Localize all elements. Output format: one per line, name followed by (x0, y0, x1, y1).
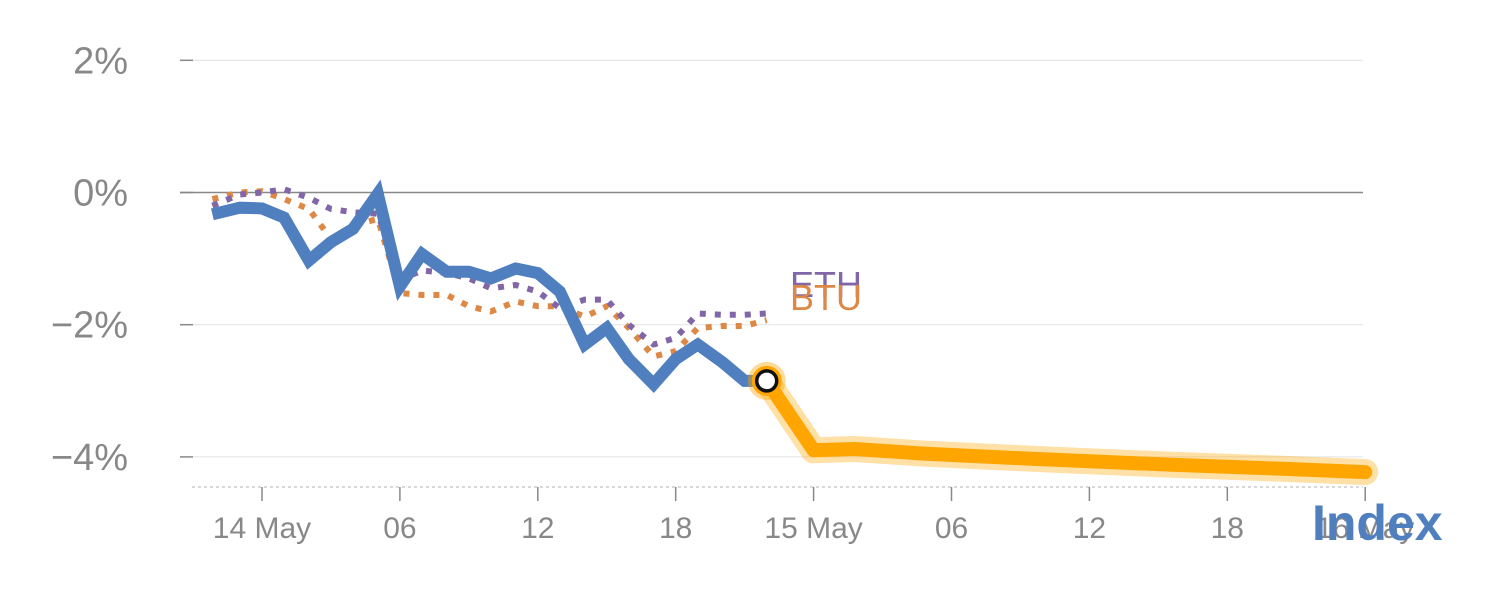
series-eth-line (211, 186, 767, 348)
y-axis: 2% 0% −2% −4% (51, 40, 193, 479)
x-tick-label: 06 (383, 512, 416, 545)
series-layer (210, 179, 1379, 486)
x-tick-label: 12 (521, 512, 554, 545)
x-tick-label: 15 May (764, 512, 862, 545)
y-tick-label: 0% (73, 173, 128, 215)
y-tick-label: −2% (51, 305, 128, 347)
marker-layer (747, 361, 786, 400)
y-tick-label: −4% (51, 437, 128, 479)
series-label-eth: ETH (790, 264, 862, 305)
series-label-index: Index (1312, 495, 1443, 551)
series-index-line (210, 179, 767, 393)
series-label-btu: BTU (790, 277, 862, 318)
x-tick-label: 18 (1211, 512, 1244, 545)
x-axis: 14 May 06 12 18 15 May 06 12 18 16 May (192, 486, 1414, 545)
series-btu-line (211, 188, 768, 360)
x-tick-label: 14 May (213, 512, 311, 545)
x-tick-label: 12 (1073, 512, 1106, 545)
x-tick-label: 18 (659, 512, 692, 545)
y-tick-label: 2% (73, 40, 128, 82)
series-index-projection-line (759, 373, 1373, 480)
x-tick-label: 06 (935, 512, 968, 545)
x-tick-label: 16 May (1316, 512, 1414, 545)
current-point-marker (754, 369, 779, 393)
